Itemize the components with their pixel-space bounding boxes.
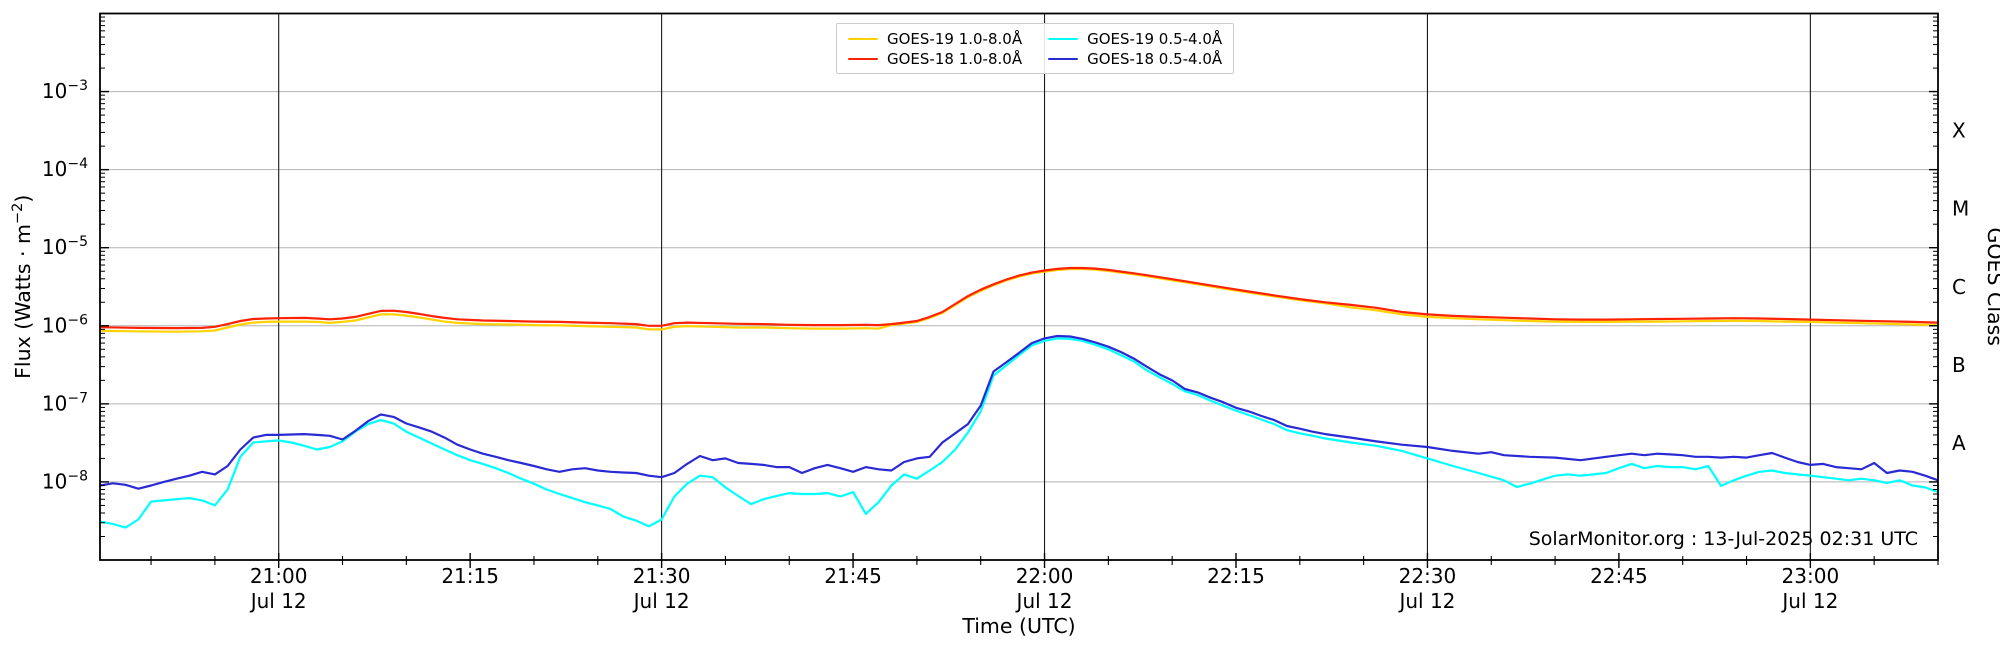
x-tick-sublabel-22:00: Jul 12	[1015, 589, 1073, 613]
legend-label-goes19-long: GOES-19 1.0-8.0Å	[887, 30, 1023, 48]
series-goes19-long	[99, 267, 1939, 333]
y-tick-label-1e-6: 10−6	[42, 312, 88, 337]
y-tick-label-1e-3: 10−3	[42, 78, 88, 103]
y-tick-label-1e-8: 10−8	[42, 468, 88, 493]
x-tick-label-23:00: 23:00	[1782, 564, 1840, 588]
x-tick-label-22:30: 22:30	[1399, 564, 1457, 588]
y-axis-title: Flux (Watts · m−2)	[10, 195, 35, 379]
x-tick-sublabel-22:30: Jul 12	[1397, 589, 1455, 613]
x-tick-sublabel-21:00: Jul 12	[249, 589, 307, 613]
legend-item-goes19-short: GOES-19 0.5-4.0Å	[1048, 29, 1222, 49]
legend-swatch-goes19-long	[848, 37, 878, 41]
x-tick-sublabel-23:00: Jul 12	[1780, 589, 1838, 613]
watermark-text: SolarMonitor.org : 13-Jul-2025 02:31 UTC	[1528, 528, 1918, 550]
legend-swatch-goes18-long	[848, 57, 878, 61]
x-tick-label-21:15: 21:15	[441, 564, 499, 588]
x-tick-sublabel-21:30: Jul 12	[632, 589, 690, 613]
series-goes18-short	[99, 334, 1939, 490]
plot-frame	[99, 12, 1939, 561]
x-tick-label-22:15: 22:15	[1207, 564, 1265, 588]
x-tick-label-21:00: 21:00	[250, 564, 308, 588]
y-tick-label-1e-5: 10−5	[42, 234, 88, 259]
legend-label-goes18-long: GOES-18 1.0-8.0Å	[887, 50, 1023, 68]
legend-label-goes19-short: GOES-19 0.5-4.0Å	[1087, 30, 1223, 48]
goes-class-label-B: B	[1952, 353, 1966, 377]
y-tick-label-1e-7: 10−7	[42, 390, 88, 415]
goes-class-label-M: M	[1952, 197, 1969, 221]
y-tick-label-1e-4: 10−4	[42, 156, 88, 181]
y2-axis-title: GOES Class	[1983, 228, 2000, 346]
legend-swatch-goes18-short	[1048, 57, 1079, 61]
legend-item-goes18-short: GOES-18 0.5-4.0Å	[1048, 49, 1222, 69]
legend-item-goes18-long: GOES-18 1.0-8.0Å	[848, 49, 1022, 69]
x-tick-label-22:00: 22:00	[1016, 564, 1074, 588]
goes-class-label-C: C	[1952, 275, 1966, 299]
x-tick-label-21:30: 21:30	[633, 564, 691, 588]
goes-class-label-A: A	[1952, 431, 1966, 455]
legend-item-goes19-long: GOES-19 1.0-8.0Å	[848, 29, 1022, 49]
series-goes18-long	[99, 266, 1939, 330]
x-axis-title: Time (UTC)	[961, 614, 1075, 638]
legend-swatch-goes19-short	[1048, 37, 1079, 41]
x-tick-label-21:45: 21:45	[824, 564, 882, 588]
series-goes19-short	[99, 337, 1939, 529]
goes-class-label-X: X	[1952, 119, 1966, 143]
legend-label-goes18-short: GOES-18 0.5-4.0Å	[1087, 50, 1223, 68]
legend: GOES-19 1.0-8.0Å GOES-19 0.5-4.0Å GOES-18 …	[836, 23, 1235, 74]
x-tick-label-22:45: 22:45	[1590, 564, 1648, 588]
